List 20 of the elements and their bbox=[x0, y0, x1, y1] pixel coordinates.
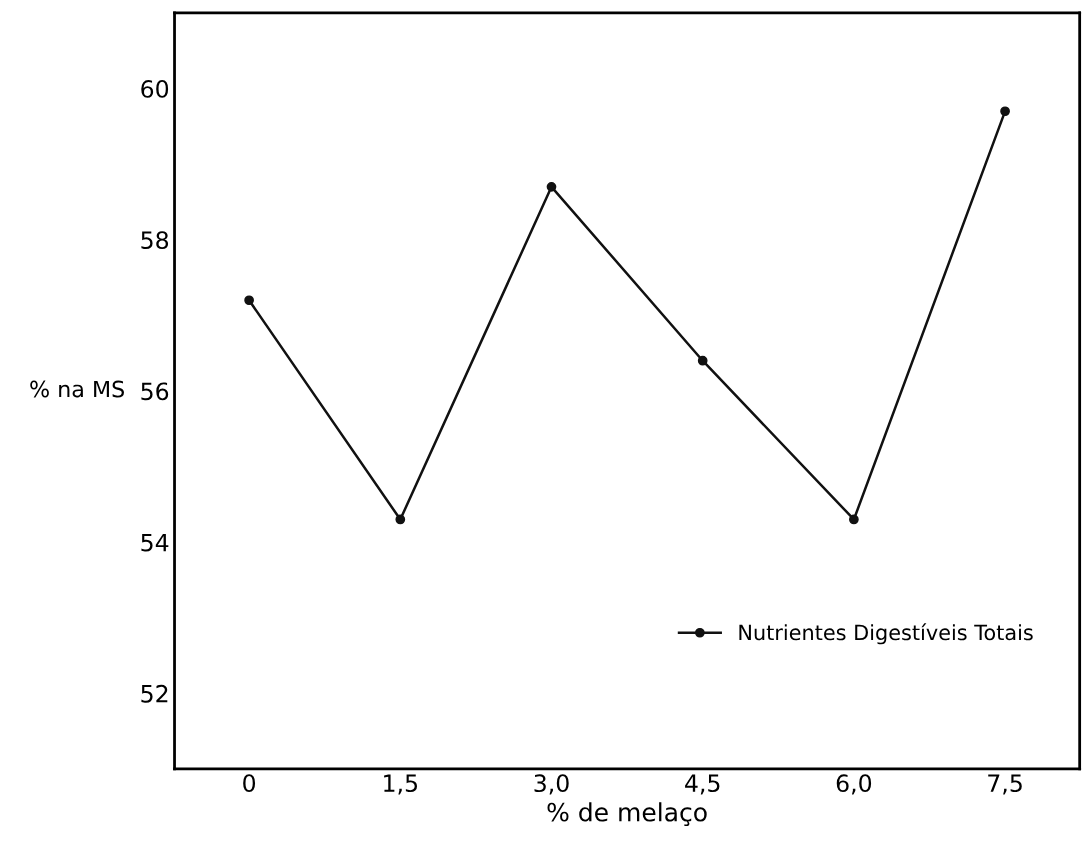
x-tick-label: 1,5 bbox=[384, 774, 418, 795]
point bbox=[697, 355, 708, 366]
x-tick-label: 0 bbox=[243, 774, 256, 793]
x-tick-label: 3,0 bbox=[534, 774, 569, 795]
x-tick-label: 6,0 bbox=[836, 774, 872, 795]
point bbox=[1000, 106, 1010, 117]
x-axis-title: % de melaço bbox=[547, 802, 707, 827]
point bbox=[849, 514, 859, 525]
y-tick-label: 60 bbox=[141, 80, 169, 98]
y-tick-label: 52 bbox=[141, 684, 168, 703]
y-axis-title: % na MS bbox=[30, 380, 124, 398]
x-tick-label: 4,5 bbox=[685, 774, 720, 795]
y-tick-label: 58 bbox=[141, 231, 169, 250]
y-tick-label: 56 bbox=[141, 382, 169, 401]
point bbox=[395, 514, 406, 525]
y-tick-label: 54 bbox=[141, 533, 169, 552]
point bbox=[546, 181, 557, 192]
legend-label: Nutrientes Digestíveis Totais bbox=[739, 623, 1033, 645]
x-tick-label: 7,5 bbox=[988, 774, 1022, 795]
point bbox=[244, 295, 254, 306]
